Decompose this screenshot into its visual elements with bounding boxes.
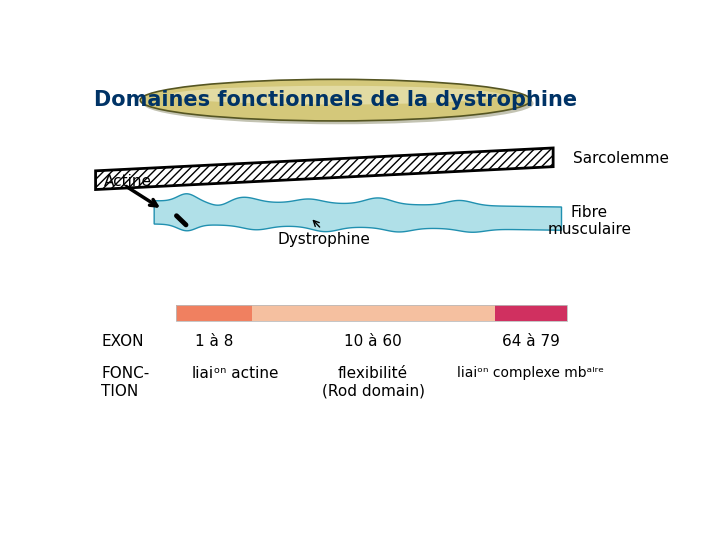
Bar — [252, 305, 495, 321]
Text: Fibre
musculaire: Fibre musculaire — [547, 205, 631, 237]
Text: flexibilité
(Rod domain): flexibilité (Rod domain) — [322, 366, 425, 399]
Text: Actine: Actine — [104, 174, 152, 188]
Bar — [176, 305, 567, 321]
Text: FONC-
TION: FONC- TION — [101, 366, 150, 399]
Text: liai: liai — [192, 366, 214, 381]
Polygon shape — [96, 148, 553, 190]
Bar — [495, 305, 567, 321]
Polygon shape — [96, 148, 553, 190]
Text: 1 à 8: 1 à 8 — [195, 334, 233, 349]
Text: 10 à 60: 10 à 60 — [344, 334, 402, 349]
Text: Dystrophine: Dystrophine — [278, 232, 371, 247]
Text: Domaines fonctionnels de la dystrophine: Domaines fonctionnels de la dystrophine — [94, 90, 577, 110]
Text: Sarcolemme: Sarcolemme — [572, 151, 669, 166]
Ellipse shape — [140, 79, 531, 121]
Ellipse shape — [169, 86, 502, 105]
Ellipse shape — [143, 83, 534, 124]
Text: 64 à 79: 64 à 79 — [502, 334, 559, 349]
Text: ᵒⁿ actine: ᵒⁿ actine — [214, 366, 279, 381]
Polygon shape — [154, 194, 562, 232]
Bar — [176, 305, 252, 321]
Text: EXON: EXON — [101, 334, 144, 349]
Text: liaiᵒⁿ complexe mbᵃᴵʳᵉ: liaiᵒⁿ complexe mbᵃᴵʳᵉ — [457, 366, 604, 380]
